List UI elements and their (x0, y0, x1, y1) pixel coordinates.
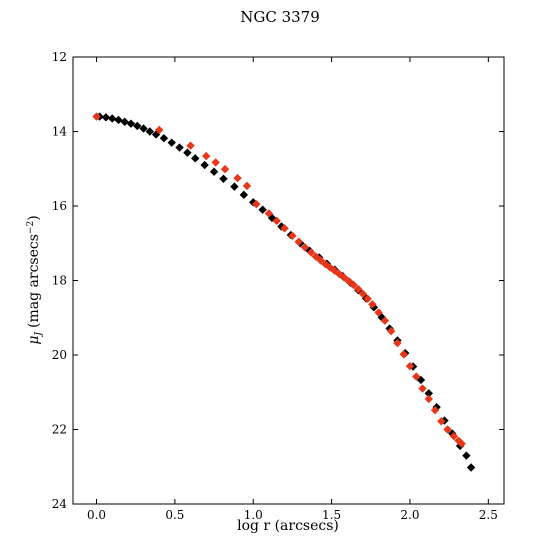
y-tick-label: 22 (52, 423, 67, 437)
black-data-point (107, 114, 117, 123)
red-data-point (358, 289, 368, 299)
x-tick-label: 1.5 (322, 508, 341, 522)
black-data-point (101, 113, 111, 122)
black-data-point (139, 124, 148, 133)
red-data-point (155, 125, 164, 135)
red-data-point (457, 439, 466, 448)
y-axis-label: μJ (mag arcsecs−2) (26, 215, 44, 344)
y-tick-label: 20 (52, 348, 67, 362)
y-tick-label: 18 (52, 274, 67, 288)
black-data-point (200, 160, 209, 170)
red-data-point (412, 372, 421, 381)
red-data-point (449, 432, 459, 441)
red-data-point (349, 280, 358, 290)
red-data-point (380, 316, 390, 325)
red-data-point (386, 326, 396, 336)
red-data-point (242, 181, 252, 191)
data-points (92, 112, 476, 472)
y-label-close: ) (26, 215, 42, 220)
x-axis-label: log r (arcsecs) (237, 518, 339, 534)
y-tick-label: 12 (52, 50, 67, 64)
red-data-point (211, 158, 220, 167)
black-data-point (167, 138, 176, 147)
red-data-point (186, 141, 195, 150)
red-data-point (339, 273, 349, 282)
red-data-point (316, 256, 325, 265)
black-data-point (462, 451, 471, 460)
x-tick-label: 1.0 (244, 508, 263, 522)
red-data-point (405, 361, 415, 371)
black-data-point (175, 143, 184, 152)
black-data-point (230, 182, 239, 191)
black-data-point (183, 148, 192, 157)
y-axis: 12 14 16 18 20 22 24 (52, 50, 504, 511)
black-data-point (133, 121, 142, 131)
red-data-point (368, 300, 377, 309)
black-data-point (191, 154, 200, 163)
red-data-point (252, 199, 261, 209)
x-tick-label: 2.0 (400, 508, 419, 522)
y-tick-label: 14 (52, 125, 68, 139)
y-label-subscript: J (34, 331, 44, 338)
red-data-point (280, 224, 289, 233)
black-data-point (424, 389, 433, 398)
red-data-point (363, 294, 372, 303)
red-data-point (300, 243, 310, 252)
black-data-point (126, 119, 136, 128)
chart-title: NGC 3379 (240, 8, 320, 26)
red-data-point (399, 350, 408, 359)
red-data-point (294, 237, 303, 246)
black-data-point (258, 205, 267, 214)
y-tick-label: 16 (52, 199, 67, 213)
red-data-point (233, 173, 242, 183)
red-data-point (307, 248, 316, 257)
y-label-symbol: μ (26, 336, 42, 345)
black-data-point (145, 127, 154, 136)
red-data-point (344, 277, 354, 286)
black-data-point (466, 463, 476, 472)
x-tick-label: 0.0 (87, 508, 106, 522)
red-data-point (264, 209, 274, 218)
red-data-point (424, 394, 433, 404)
black-data-point (159, 134, 169, 143)
red-data-point (202, 151, 211, 161)
red-data-point (311, 252, 321, 261)
red-data-point (374, 308, 383, 317)
black-data-point (114, 115, 123, 125)
y-label-text: (mag arcsecs (26, 234, 42, 328)
red-data-point (430, 405, 440, 415)
black-data-point (209, 167, 219, 176)
red-data-point (393, 338, 402, 348)
x-axis: 0.0 0.5 1.0 1.5 2.0 2.5 (87, 57, 498, 522)
red-data-point (288, 231, 297, 240)
red-data-point (437, 417, 446, 426)
x-tick-label: 0.5 (165, 508, 184, 522)
red-data-point (418, 384, 427, 393)
y-tick-label: 24 (52, 497, 68, 511)
black-data-point (239, 190, 249, 200)
red-data-point (443, 425, 452, 434)
red-data-point (272, 216, 281, 226)
black-data-point (120, 117, 129, 127)
red-data-point (92, 112, 101, 121)
y-label-exponent: −2 (26, 221, 36, 234)
red-data-point (354, 284, 363, 294)
black-data-point (219, 174, 228, 184)
red-data-point (220, 164, 230, 174)
x-tick-label: 2.5 (479, 508, 498, 522)
